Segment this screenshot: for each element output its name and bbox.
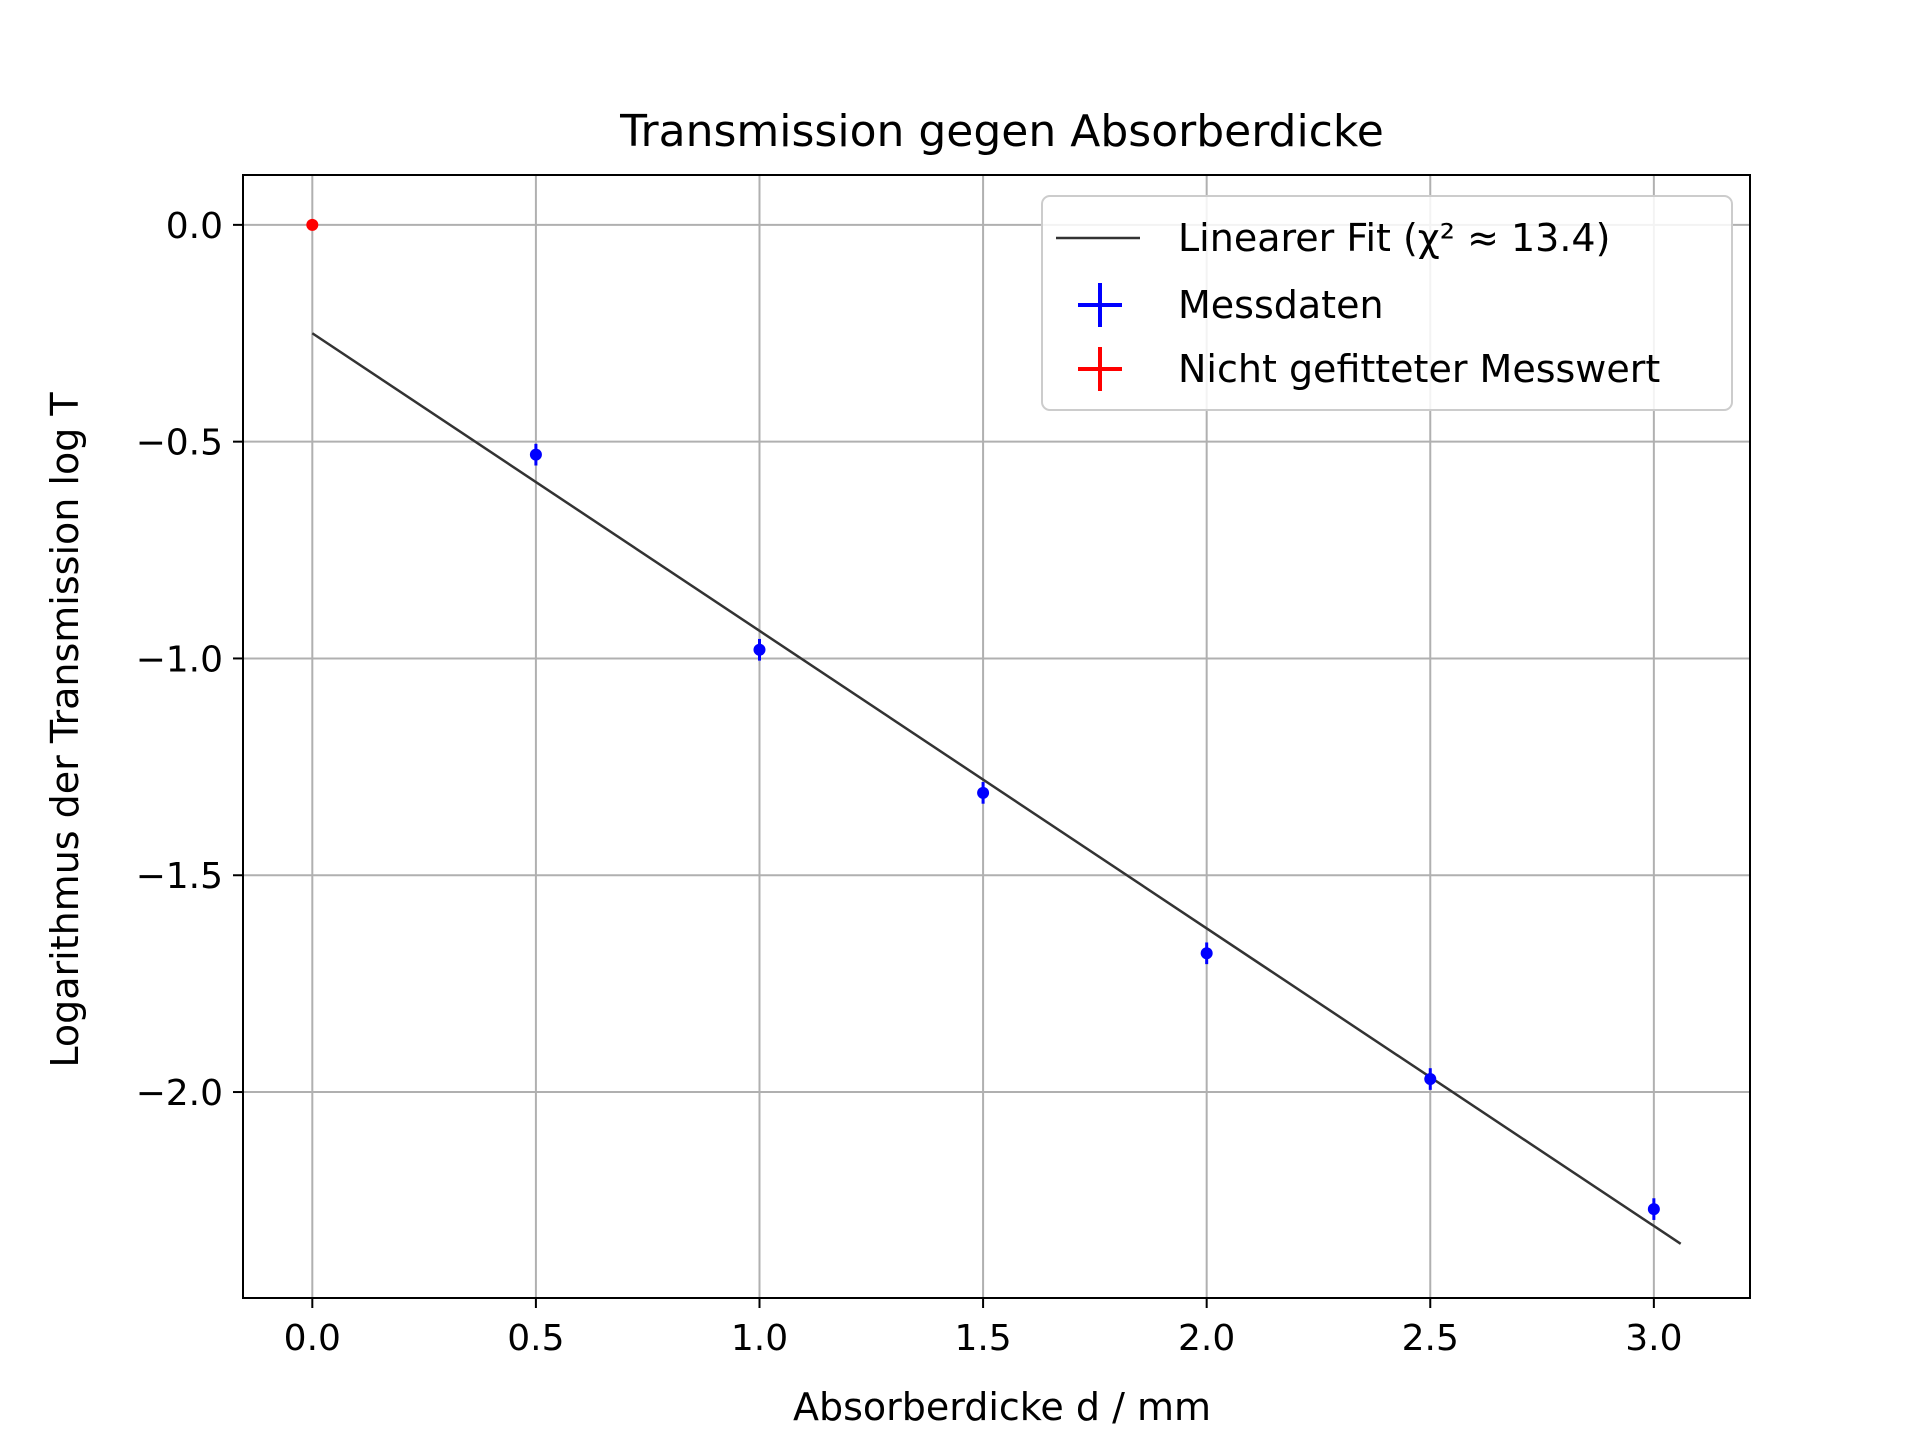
legend-label-nicht-gefittet: Nicht gefitteter Messwert (1178, 347, 1660, 391)
x-tick-label: 2.0 (1178, 1318, 1235, 1359)
data-point (977, 786, 990, 799)
y-tick-label: −0.5 (136, 423, 223, 464)
legend-swatch-nicht-gefittet (1078, 347, 1122, 391)
x-tick-label: 1.0 (731, 1318, 788, 1359)
x-tick-label: 0.5 (507, 1318, 564, 1359)
grid (243, 175, 1750, 1298)
x-tick-label: 2.5 (1402, 1318, 1459, 1359)
chart-title: Transmission gegen Absorberdicke (619, 106, 1384, 157)
data-point (529, 448, 542, 461)
data-point (753, 643, 766, 656)
data-points-layer (306, 218, 1660, 1220)
fit-line (311, 332, 1682, 1245)
y-tick-label: −1.5 (136, 856, 223, 897)
legend-swatch-messdaten (1078, 283, 1122, 327)
legend-frame (1041, 195, 1733, 411)
legend-label-messdaten: Messdaten (1178, 283, 1384, 327)
data-point (1647, 1203, 1660, 1216)
plot-frame (242, 174, 1751, 1299)
legend-label-fit: Linearer Fit (χ² ≈ 13.4) (1178, 216, 1610, 260)
y-axis-label: Logarithmus der Transmission log T (43, 392, 87, 1068)
fit-layer (311, 332, 1682, 1245)
y-tick-label: 0.0 (166, 206, 223, 247)
axis-ticks: 0.0 0.5 1.0 1.5 2.0 2.5 3.0 0.0 −0.5 −1.0 −1.5 −2.0 (136, 206, 1683, 1359)
x-tick-label: 3.0 (1625, 1318, 1682, 1359)
data-point (1200, 947, 1213, 960)
data-point (1424, 1073, 1437, 1086)
y-tick-label: −2.0 (136, 1073, 223, 1114)
x-axis-label: Absorberdicke d / mm (793, 1385, 1211, 1429)
y-tick-label: −1.0 (136, 639, 223, 680)
data-point (306, 218, 319, 231)
x-tick-label: 0.0 (284, 1318, 341, 1359)
x-tick-label: 1.5 (954, 1318, 1011, 1359)
legend: Linearer Fit (χ² ≈ 13.4) Messdaten Nicht… (1041, 195, 1733, 411)
